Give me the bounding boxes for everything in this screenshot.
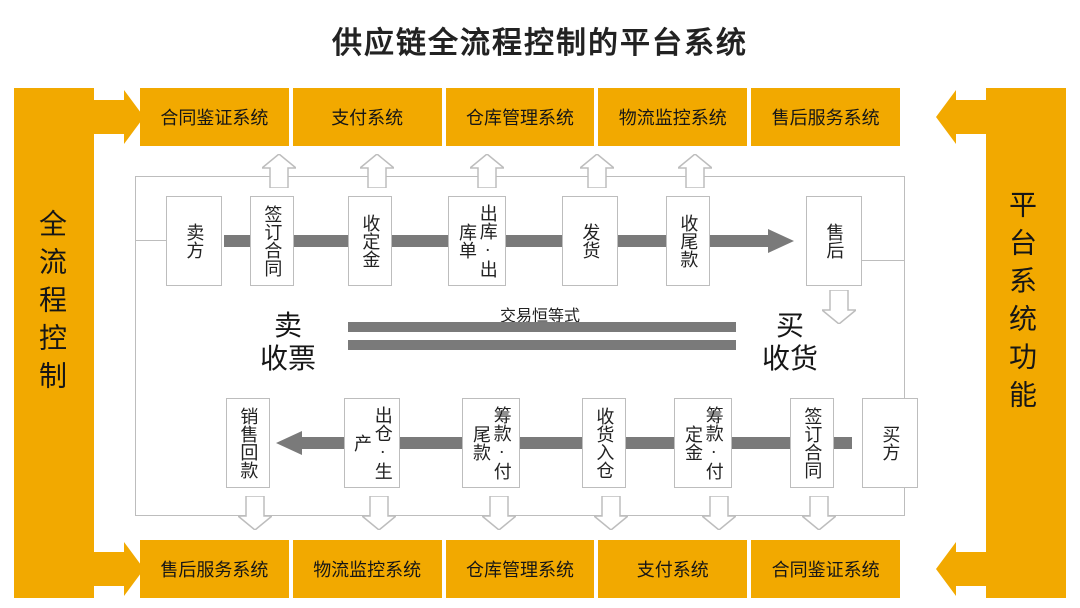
- process-box: 筹款·付定金: [674, 398, 732, 488]
- arrow-down-icon: [482, 496, 516, 530]
- arrow-right-to-bottom: [936, 542, 986, 596]
- buy-side-label: 买 收货: [762, 310, 818, 376]
- arrow-down-icon: [802, 496, 836, 530]
- system-cell: 仓库管理系统: [446, 88, 599, 146]
- process-box: 销售回款: [226, 398, 270, 488]
- process-box: 签订合同: [250, 196, 294, 286]
- process-box: 出仓·生产: [344, 398, 400, 488]
- process-box: 卖方: [166, 196, 222, 286]
- systems-row-bottom: 售后服务系统物流监控系统仓库管理系统支付系统合同鉴证系统: [140, 540, 900, 598]
- process-box: 发货: [562, 196, 618, 286]
- system-cell: 合同鉴证系统: [751, 540, 900, 598]
- arrow-right-to-top: [936, 90, 986, 144]
- system-cell: 支付系统: [293, 88, 446, 146]
- process-box: 收尾款: [666, 196, 710, 286]
- system-cell: 合同鉴证系统: [140, 88, 293, 146]
- process-box: 收定金: [348, 196, 392, 286]
- arrow-up-icon: [580, 154, 614, 188]
- arrow-up-icon: [262, 154, 296, 188]
- equals-line-2: [348, 340, 736, 350]
- system-cell: 售后服务系统: [751, 88, 900, 146]
- arrow-down-icon: [362, 496, 396, 530]
- diagram-stage: { "title": "供应链全流程控制的平台系统", "colors": { …: [0, 0, 1080, 608]
- equals-line-1: [348, 322, 736, 332]
- process-box: 签订合同: [790, 398, 834, 488]
- process-box: 收货入仓: [582, 398, 626, 488]
- system-cell: 售后服务系统: [140, 540, 293, 598]
- arrow-down-icon: [702, 496, 736, 530]
- process-box: 售后: [806, 196, 862, 286]
- arrow-down-icon: [238, 496, 272, 530]
- process-box: 出库·出库单: [448, 196, 506, 286]
- system-cell: 仓库管理系统: [446, 540, 599, 598]
- diagram-title: 供应链全流程控制的平台系统: [0, 18, 1080, 62]
- system-cell: 物流监控系统: [598, 88, 751, 146]
- arrow-down-icon: [594, 496, 628, 530]
- process-box: 买方: [862, 398, 918, 488]
- arrow-up-icon: [470, 154, 504, 188]
- arrow-up-icon: [678, 154, 712, 188]
- process-box: 筹款·付尾款: [462, 398, 520, 488]
- sell-side-label: 卖 收票: [260, 310, 316, 376]
- systems-row-top: 合同鉴证系统支付系统仓库管理系统物流监控系统售后服务系统: [140, 88, 900, 146]
- arrow-left-to-bottom: [94, 542, 144, 596]
- arrow-left-to-top: [94, 90, 144, 144]
- system-cell: 物流监控系统: [293, 540, 446, 598]
- system-cell: 支付系统: [598, 540, 751, 598]
- connector-top-out-a: [862, 260, 904, 261]
- arrow-up-icon: [360, 154, 394, 188]
- connector-top-in: [136, 240, 166, 241]
